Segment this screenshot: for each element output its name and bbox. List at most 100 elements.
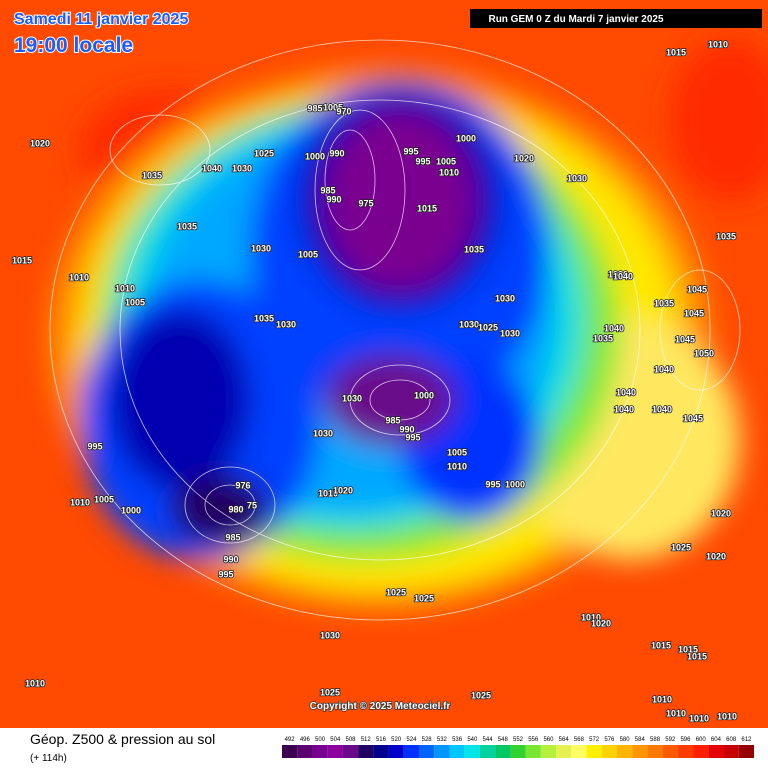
isobar-label: 1005	[298, 249, 318, 259]
scale-label: 540	[467, 737, 478, 743]
isobar-label: 1015	[417, 203, 437, 213]
isobar-label: 975	[358, 198, 373, 208]
scale-label: 612	[741, 737, 752, 743]
isobar-label: 995	[87, 441, 102, 451]
scale-swatch	[601, 745, 617, 758]
isobar-label: 990	[329, 148, 344, 158]
scale-swatch	[525, 745, 541, 758]
isobar-label: 1005	[94, 494, 114, 504]
isobar-label: 1040	[616, 387, 636, 397]
scale-swatch	[662, 745, 678, 758]
isobar-label: 1000	[414, 390, 434, 400]
isobar-label: 1005	[323, 102, 343, 112]
scale-swatch	[556, 745, 572, 758]
isobar-label: 1020	[711, 508, 731, 518]
isobar-label: 1030	[495, 293, 515, 303]
height-field	[0, 0, 768, 728]
scale-label: 524	[406, 737, 417, 743]
scale-label: 520	[391, 737, 402, 743]
isobar-label: 1035	[177, 221, 197, 231]
scale-swatch	[449, 745, 465, 758]
isobar-label: 1025	[386, 587, 406, 597]
isobar-label: 1035	[654, 298, 674, 308]
isobar-label: 1040	[613, 271, 633, 281]
scale-label: 544	[483, 737, 494, 743]
scale-swatch	[495, 745, 511, 758]
isobar-label: 985	[320, 185, 335, 195]
isobar-label: 985	[385, 415, 400, 425]
isobar-label: 1010	[318, 488, 338, 498]
isobar-label: 1010	[25, 678, 45, 688]
isobar-label: 1010	[69, 272, 89, 282]
isobar-label: 1010	[439, 167, 459, 177]
isobar-label: 1025	[414, 593, 434, 603]
isobar-label: 985	[307, 103, 322, 113]
scale-label: 604	[711, 737, 722, 743]
isobar-label: 995	[485, 479, 500, 489]
isobar-label: 1005	[447, 447, 467, 457]
isobar-label: 985	[225, 532, 240, 542]
isobar-label: 1005	[125, 297, 145, 307]
isobar-label: 1010	[717, 711, 737, 721]
scale-swatch	[738, 745, 754, 758]
scale-label: 580	[620, 737, 631, 743]
isobar-label: 980	[228, 504, 243, 514]
color-scale: 492 496 500 504 508 512 516 520 524 528 532 536 540 5…	[282, 737, 754, 758]
scale-label: 572	[589, 737, 600, 743]
isobar-label: 990	[223, 554, 238, 564]
isobar-label: 1040	[202, 163, 222, 173]
scale-swatch	[677, 745, 694, 758]
scale-swatch	[708, 745, 724, 758]
isobar-label: 1030	[608, 269, 628, 279]
isobar-label: 1045	[684, 308, 704, 318]
isobar-label: 1015	[651, 640, 671, 650]
isobar-label: 1030	[232, 163, 252, 173]
isobar-label: 1010	[115, 283, 135, 293]
isobar-label: 1015	[678, 644, 698, 654]
scale-label: 588	[650, 737, 661, 743]
isobar-label: 1020	[706, 551, 726, 561]
isobar-label: 1000	[121, 505, 141, 515]
scale-swatch	[510, 745, 526, 758]
run-box	[470, 9, 762, 28]
scale-swatch	[342, 745, 359, 758]
scale-swatch	[693, 745, 709, 758]
scale-label: 532	[437, 737, 448, 743]
isobar-label: 1010	[447, 461, 467, 471]
isobar-label: 976	[235, 480, 250, 490]
legend-subtitle: (+ 114h)	[30, 753, 67, 764]
scale-swatch	[419, 745, 435, 758]
scale-swatch	[647, 745, 663, 758]
scale-label: 496	[300, 737, 311, 743]
scale-label: 556	[528, 737, 539, 743]
scale-label: 512	[361, 737, 372, 743]
isobar-label: 1020	[514, 153, 534, 163]
isobar-label: 1025	[471, 690, 491, 700]
scale-swatch	[632, 745, 648, 758]
isobar-label: 1030	[459, 319, 479, 329]
isobar-label: 995	[415, 156, 430, 166]
scale-label: 504	[330, 737, 341, 743]
isobar-label: 1010	[689, 713, 709, 723]
scale-label: 608	[726, 737, 737, 743]
isobar-label: 1035	[464, 244, 484, 254]
scale-label: 516	[376, 737, 387, 743]
isobar-label: 1015	[666, 47, 686, 57]
scale-label: 568	[574, 737, 585, 743]
isobar-label: 1010	[652, 694, 672, 704]
scale-label: 536	[452, 737, 463, 743]
scale-swatch	[540, 745, 557, 758]
isobar-label: 1035	[142, 170, 162, 180]
isobar-label: 1030	[276, 319, 296, 329]
scale-swatch	[388, 745, 404, 758]
isobar-label: 1035	[593, 333, 613, 343]
isobar-label: 1010	[70, 497, 90, 507]
isobar-label: 1035	[716, 231, 736, 241]
scale-label: 560	[543, 737, 554, 743]
scale-label: 548	[498, 737, 509, 743]
isobar-label: 1045	[687, 284, 707, 294]
scale-label: 592	[665, 737, 676, 743]
isobar-label: 1025	[254, 148, 274, 158]
run-info: Run GEM 0 Z du Mardi 7 janvier 2025	[488, 14, 663, 25]
